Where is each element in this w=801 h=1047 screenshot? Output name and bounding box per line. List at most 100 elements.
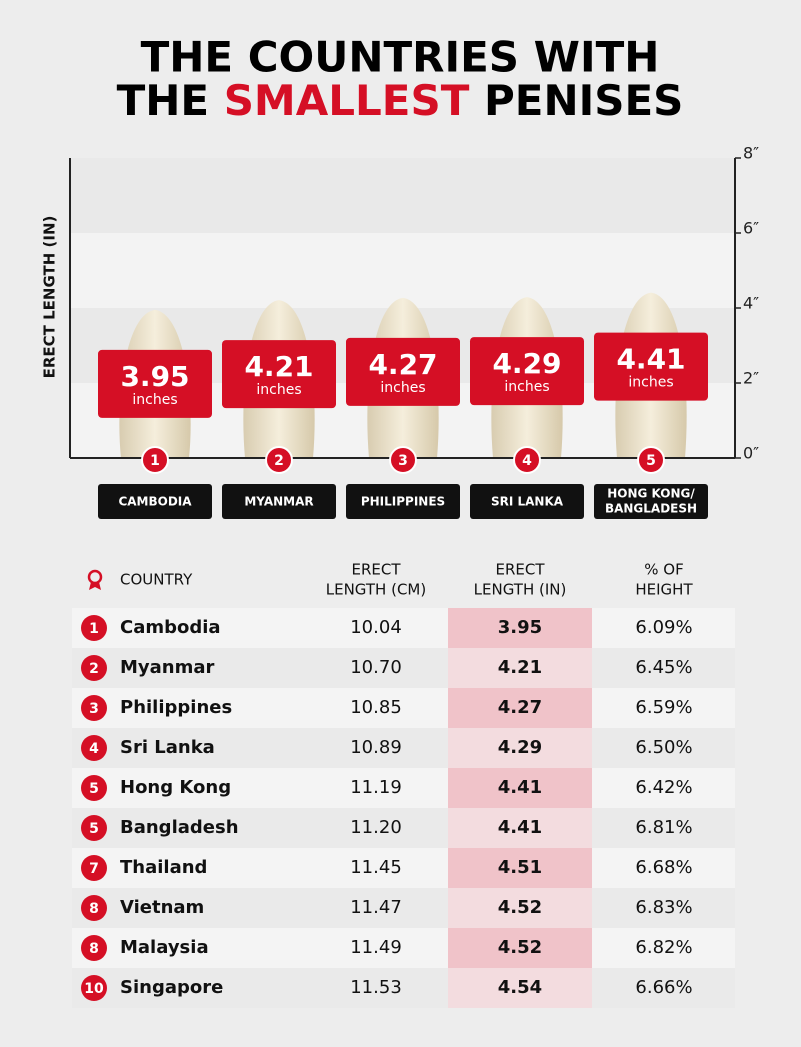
rank-badge: [81, 855, 107, 881]
rank-label: 5: [89, 781, 99, 797]
percent-height: 6.83%: [635, 897, 692, 918]
rank-badge: [81, 615, 107, 641]
percent-height: 6.66%: [635, 977, 692, 998]
length-cm: 11.19: [350, 777, 402, 798]
rank-badge: [513, 446, 541, 474]
percent-height: 6.59%: [635, 697, 692, 718]
value-label: 4.27: [368, 348, 437, 381]
length-cm: 10.04: [350, 617, 402, 638]
title-highlight: SMALLEST: [224, 76, 470, 125]
row-background: [72, 768, 735, 808]
rank-label: 3: [89, 701, 99, 717]
value-box: [346, 337, 460, 406]
award-icon: [87, 569, 103, 590]
country-name: Sri Lanka: [120, 737, 215, 758]
column-header: ERECT: [351, 561, 401, 579]
row-background: [72, 888, 735, 928]
country-name: Bangladesh: [120, 817, 239, 838]
row-background: [72, 848, 735, 888]
length-in: 4.29: [498, 737, 542, 758]
rank-badge: [81, 695, 107, 721]
highlight-cell: [448, 768, 592, 808]
country-name: Myanmar: [120, 657, 215, 678]
highlight-cell: [448, 648, 592, 688]
percent-height: 6.45%: [635, 657, 692, 678]
length-cm: 10.85: [350, 697, 402, 718]
percent-height: 6.81%: [635, 817, 692, 838]
rank-label: 7: [89, 861, 99, 877]
row-background: [72, 688, 735, 728]
length-cm: 11.20: [350, 817, 402, 838]
x-tick-label: CAMBODIA: [118, 495, 192, 509]
percent-height: 6.50%: [635, 737, 692, 758]
length-in: 3.95: [498, 617, 542, 638]
length-in: 4.41: [498, 777, 542, 798]
value-label: 4.21: [244, 350, 313, 383]
rank-label: 8: [89, 941, 99, 957]
highlight-cell: [448, 848, 592, 888]
rank-badge: [637, 446, 665, 474]
category-box: [222, 484, 336, 519]
length-cm: 10.70: [350, 657, 402, 678]
rank-badge: [81, 655, 107, 681]
rank-badge: [81, 815, 107, 841]
rank-label: 4: [89, 741, 99, 757]
x-tick-label: MYANMAR: [244, 495, 313, 509]
unit-label: inches: [504, 379, 549, 395]
x-tick-label: PHILIPPINES: [361, 495, 445, 509]
row-background: [72, 808, 735, 848]
y-tick-label: 2″: [743, 369, 759, 388]
highlight-cell: [448, 728, 592, 768]
row-background: [72, 968, 735, 1008]
country-name: Hong Kong: [120, 777, 231, 798]
grid-band: [70, 158, 735, 233]
y-axis-label: ERECT LENGTH (IN): [41, 216, 59, 379]
highlight-cell: [448, 928, 592, 968]
rank-label: 3: [398, 453, 408, 469]
rank-badge: [81, 975, 107, 1001]
length-in: 4.21: [498, 657, 542, 678]
category-box: [470, 484, 584, 519]
x-tick-label: BANGLADESH: [605, 502, 697, 516]
unit-label: inches: [380, 380, 425, 396]
rank-label: 8: [89, 901, 99, 917]
percent-height: 6.09%: [635, 617, 692, 638]
rank-badge: [81, 735, 107, 761]
title-part: THE: [117, 76, 210, 125]
table: COUNTRY ERECT LENGTH (CM) ERECT LENGTH (IN)%…: [72, 561, 735, 1008]
highlight-cell: [448, 688, 592, 728]
row-background: [72, 608, 735, 648]
x-tick-label: SRI LANKA: [491, 495, 564, 509]
length-in: 4.54: [498, 977, 542, 998]
length-cm: 11.45: [350, 857, 402, 878]
row-background: [72, 648, 735, 688]
rank-label: 2: [89, 661, 99, 677]
rank-label: 1: [150, 453, 160, 469]
value-box: [470, 337, 584, 406]
category-box: [346, 484, 460, 519]
length-cm: 11.53: [350, 977, 402, 998]
highlight-cell: [448, 888, 592, 928]
value-label: 4.29: [492, 347, 561, 380]
value-label: 4.41: [616, 343, 685, 376]
highlight-cell: [448, 808, 592, 848]
country-name: Vietnam: [120, 897, 204, 918]
length-cm: 11.47: [350, 897, 402, 918]
y-tick-label: 0″: [743, 444, 759, 463]
country-name: Thailand: [120, 857, 207, 878]
y-tick-label: 8″: [743, 144, 759, 163]
rank-badge: [389, 446, 417, 474]
title-line-1: THE COUNTRIES WITH: [141, 33, 660, 82]
country-name: Philippines: [120, 697, 232, 718]
country-name: Malaysia: [120, 937, 209, 958]
rank-label: 2: [274, 453, 284, 469]
length-cm: 11.49: [350, 937, 402, 958]
highlight-cell: [448, 968, 592, 1008]
title-part: PENISES: [484, 76, 683, 125]
length-in: 4.51: [498, 857, 542, 878]
unit-label: inches: [628, 375, 673, 391]
column-header: LENGTH (IN): [474, 581, 567, 599]
unit-label: inches: [132, 392, 177, 408]
unit-label: inches: [256, 382, 301, 398]
category-box: [98, 484, 212, 519]
